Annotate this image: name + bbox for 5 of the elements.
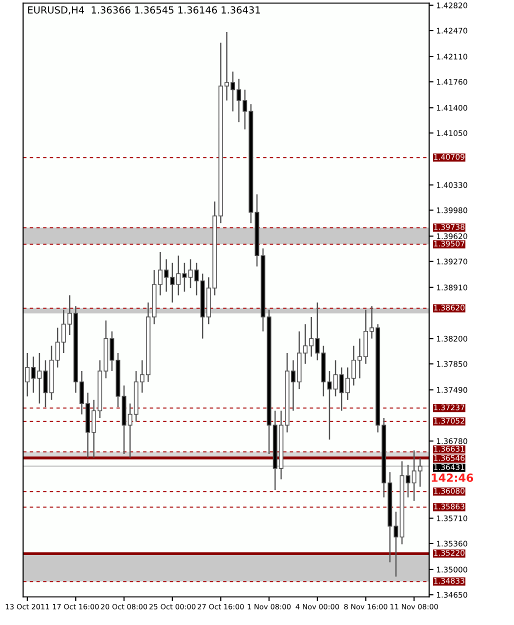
chart-title: EURUSD,H4 1.36366 1.36545 1.36146 1.36431 [28,6,260,15]
candlestick [327,370,332,440]
candlestick [43,360,48,408]
candlestick [188,258,193,289]
text: 142:46 [432,474,474,482]
